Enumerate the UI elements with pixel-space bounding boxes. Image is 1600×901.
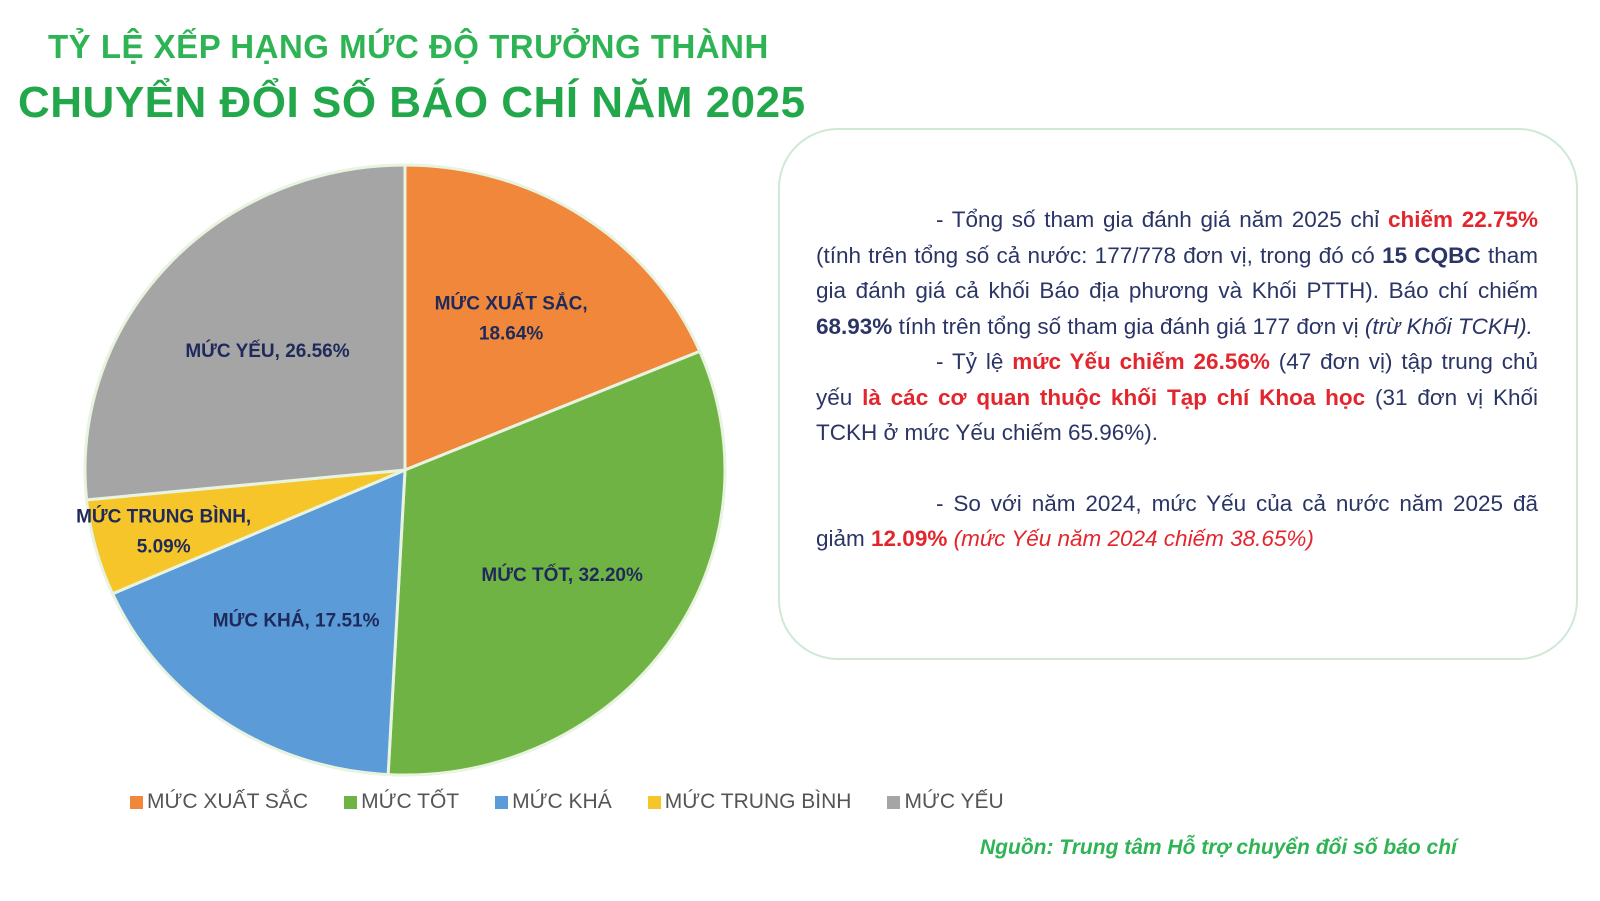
legend-item: MỨC YẾU [887,790,1004,814]
pie-slice [110,467,407,777]
legend-item: MỨC XUẤT SẮC [130,790,308,814]
highlight-cqbc: 15 CQBC [1382,242,1481,268]
highlight-12-09: 12.09% [871,526,948,551]
legend-swatch [647,795,661,809]
title-line-1: TỶ LỆ XẾP HẠNG MỨC ĐỘ TRƯỞNG THÀNH [48,28,769,65]
text-run: tham gia đánh giá cả khối Báo địa phương… [816,242,1538,304]
legend: MỨC XUẤT SẮC MỨC TỐT MỨC KHÁ MỨC TRUNG B… [130,790,1004,814]
text-run: (trừ Khối TCKH). [1364,313,1533,339]
highlight-22-75: chiếm 22.75% [1387,207,1539,232]
pie-chart: MỨC XUẤT SẮC, 18.64% MỨC TỐT, 32.20% MỨC KH… [76,163,727,777]
paragraph-comparison: - So với năm 2024, mức Yếu của cả nước n… [816,486,1538,557]
slice-label: MỨC XUẤT SẮC, 18.64% [435,292,588,344]
paragraph-weak-level: - Tỷ lệ mức Yếu chiếm 26.56% (47 đơn vị)… [816,344,1538,451]
legend-label: MỨC YẾU [904,790,1004,813]
text-run: (31 đơn vị Khối TCKH ở mức Yếu chiếm 65.… [816,384,1539,446]
legend-label: MỨC XUẤT SẮC [147,790,309,813]
text-run: - So với năm 2024, mức Yếu của cả nước n… [816,490,1538,552]
legend-swatch [344,795,358,809]
slice-label: MỨC YẾU, 26.56% [185,340,349,362]
highlight-weak: mức Yếu chiếm 26.56% [1012,349,1270,374]
legend-label: MỨC TỐT [361,790,460,813]
summary-box [778,128,1578,660]
legend-item: MỨC TỐT [344,790,459,814]
highlight-68-93: 68.93% [816,313,893,339]
highlight-tckh: là các cơ quan thuộc khối Tạp chí Khoa h… [862,384,1366,410]
slice-label: MỨC TỐT, 32.20% [481,564,643,586]
text-run: tính trên tổng số tham gia đánh giá 177 … [892,313,1365,339]
pie-slice [386,349,727,777]
pie-slice [403,163,702,473]
legend-swatch [130,795,143,809]
legend-swatch [887,795,901,809]
legend-item: MỨC KHÁ [495,790,612,814]
legend-item: MỨC TRUNG BÌNH [647,790,852,814]
text-run: - Tổng số tham gia đánh giá năm 2025 chỉ [936,207,1388,232]
paragraph-participation: - Tổng số tham gia đánh giá năm 2025 chỉ… [816,202,1538,344]
legend-swatch [495,795,509,809]
title-line-2: CHUYỂN ĐỔI SỐ BÁO CHÍ NĂM 2025 [18,78,806,127]
text-run: (47 đơn vị) tập trung chủ yếu [816,349,1538,410]
highlight-2024: (mức Yếu năm 2024 chiếm 38.65%) [953,526,1314,551]
legend-label: MỨC TRUNG BÌNH [664,790,852,813]
pie-slice [83,163,407,502]
slice-label: MỨC KHÁ, 17.51% [213,610,380,632]
legend-label: MỨC KHÁ [512,790,612,813]
slice-label: MỨC TRUNG BÌNH, 5.09% [76,506,251,558]
source-note: Nguồn: Trung tâm Hỗ trợ chuyển đổi số bá… [980,836,1457,859]
text-run: - Tỷ lệ [936,349,1013,374]
text-run: (tính trên tổng số cả nước: 177/778 đơn … [816,242,1383,268]
summary-text: - Tổng số tham gia đánh giá năm 2025 chỉ… [816,202,1538,557]
